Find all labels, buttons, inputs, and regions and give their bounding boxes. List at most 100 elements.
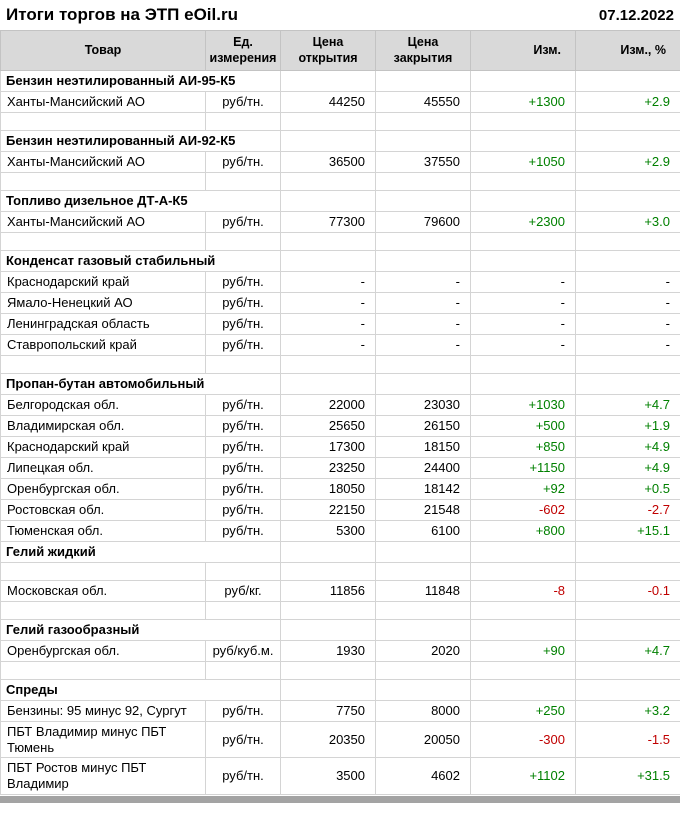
unit-cell: руб/тн. (205, 313, 281, 336)
table-row: Липецкая обл. руб/тн. 23250 24400 +1150 +4.9 (0, 457, 680, 480)
change-pct-cell: +31.5 (575, 757, 680, 795)
column-header-product: Товар (0, 29, 206, 72)
change-cell: +250 (470, 700, 576, 723)
open-price-cell: 22000 (280, 394, 376, 417)
unit-cell: руб/тн. (205, 394, 281, 417)
section-row: Конденсат газовый стабильный (0, 250, 680, 273)
product-cell: Тюменская обл. (0, 520, 206, 543)
close-price-cell: 18150 (375, 436, 471, 459)
column-header-close: Цена закрытия (375, 29, 471, 72)
product-cell: Ханты-Мансийский АО (0, 211, 206, 234)
report-titlebar: Итоги торгов на ЭТП eOil.ru 07.12.2022 (0, 0, 680, 30)
change-cell: -8 (470, 580, 576, 603)
close-price-cell: 45550 (375, 91, 471, 114)
open-price-cell: 20350 (280, 721, 376, 759)
change-pct-cell: +0.5 (575, 478, 680, 501)
product-cell: Ханты-Мансийский АО (0, 151, 206, 174)
empty-cell (375, 619, 471, 642)
empty-cell (280, 541, 376, 564)
change-cell: +2300 (470, 211, 576, 234)
table-row: Тюменская обл. руб/тн. 5300 6100 +800 +15.1 (0, 520, 680, 543)
unit-cell: руб/тн. (205, 520, 281, 543)
empty-cell (375, 112, 471, 132)
product-cell: ПБТ Владимир минус ПБТ Тюмень (0, 721, 206, 759)
change-cell: - (470, 313, 576, 336)
open-price-cell: 7750 (280, 700, 376, 723)
product-cell: Ростовская обл. (0, 499, 206, 522)
section-row: Спреды (0, 679, 680, 702)
empty-cell (575, 541, 680, 564)
horizontal-scrollbar[interactable] (0, 795, 680, 803)
close-price-cell: - (375, 313, 471, 336)
change-pct-cell: - (575, 334, 680, 357)
change-pct-cell: +15.1 (575, 520, 680, 543)
open-price-cell: 18050 (280, 478, 376, 501)
empty-cell (280, 679, 376, 702)
table-row: Ханты-Мансийский АО руб/тн. 77300 79600 +230… (0, 211, 680, 234)
table-row: Краснодарский край руб/тн. 17300 18150 +850 +… (0, 436, 680, 459)
empty-cell (575, 172, 680, 192)
change-pct-cell: +3.0 (575, 211, 680, 234)
close-price-cell: 4602 (375, 757, 471, 795)
empty-cell (575, 355, 680, 375)
empty-cell (375, 661, 471, 681)
open-price-cell: 36500 (280, 151, 376, 174)
header-row: Товар Ед. измерения Цена открытия Цена з… (0, 29, 680, 72)
empty-cell (575, 619, 680, 642)
unit-cell: руб/тн. (205, 91, 281, 114)
empty-cell (375, 70, 471, 93)
unit-cell: руб/тн. (205, 271, 281, 294)
empty-cell (205, 232, 281, 252)
unit-cell: руб/куб.м. (205, 640, 281, 663)
change-pct-cell: +4.9 (575, 457, 680, 480)
unit-cell: руб/тн. (205, 757, 281, 795)
change-cell: +850 (470, 436, 576, 459)
section-title: Топливо дизельное ДТ-А-К5 (0, 190, 281, 213)
column-header-change-pct: Изм., % (575, 29, 680, 72)
open-price-cell: - (280, 292, 376, 315)
section-title: Гелий жидкий (0, 541, 281, 564)
change-cell: - (470, 334, 576, 357)
unit-cell: руб/тн. (205, 292, 281, 315)
empty-cell (375, 250, 471, 273)
open-price-cell: 77300 (280, 211, 376, 234)
change-pct-cell: - (575, 313, 680, 336)
unit-cell: руб/тн. (205, 457, 281, 480)
section-row: Бензин неэтилированный АИ-92-К5 (0, 130, 680, 153)
close-price-cell: - (375, 271, 471, 294)
section-title: Гелий газообразный (0, 619, 281, 642)
open-price-cell: 3500 (280, 757, 376, 795)
empty-cell (0, 601, 206, 621)
empty-cell (470, 190, 576, 213)
empty-cell (375, 373, 471, 396)
close-price-cell: 11848 (375, 580, 471, 603)
empty-cell (0, 232, 206, 252)
unit-cell: руб/тн. (205, 700, 281, 723)
product-cell: Ханты-Мансийский АО (0, 91, 206, 114)
section-title: Бензин неэтилированный АИ-95-К5 (0, 70, 281, 93)
close-price-cell: 79600 (375, 211, 471, 234)
unit-cell: руб/тн. (205, 436, 281, 459)
close-price-cell: 26150 (375, 415, 471, 438)
section-row: Гелий газообразный (0, 619, 680, 642)
product-cell: Краснодарский край (0, 271, 206, 294)
unit-cell: руб/тн. (205, 415, 281, 438)
product-cell: Бензины: 95 минус 92, Сургут (0, 700, 206, 723)
empty-cell (280, 232, 376, 252)
table-row: ПБТ Владимир минус ПБТ Тюмень руб/тн. 2035… (0, 721, 680, 759)
product-cell: Ленинградская область (0, 313, 206, 336)
change-pct-cell: - (575, 292, 680, 315)
change-cell: +1102 (470, 757, 576, 795)
section-row: Пропан-бутан автомобильный (0, 373, 680, 396)
empty-cell (375, 172, 471, 192)
table-row: Краснодарский край руб/тн. - - - - (0, 271, 680, 294)
empty-cell (0, 172, 206, 192)
open-price-cell: 17300 (280, 436, 376, 459)
spacer-row (0, 232, 680, 252)
empty-cell (470, 541, 576, 564)
empty-cell (0, 112, 206, 132)
empty-cell (470, 355, 576, 375)
empty-cell (575, 190, 680, 213)
empty-cell (575, 130, 680, 153)
unit-cell: руб/тн. (205, 211, 281, 234)
